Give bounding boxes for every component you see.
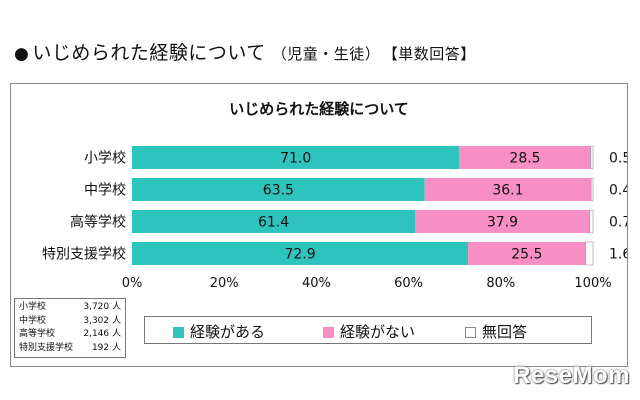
bar-segment xyxy=(424,178,592,201)
sample-size-box: 小学校 3,720 人 中学校 3,302 人 高等学校 2,146 人 特別支援学校… xyxy=(14,298,126,358)
category-label: 小学校 xyxy=(84,150,126,167)
legend-label-no-answer: 無回答 xyxy=(482,323,528,341)
title-main: いじめられた経験について xyxy=(32,42,266,64)
bar-segment xyxy=(590,145,594,170)
sample-row: 小学校 3,720 人 xyxy=(19,301,121,315)
bar-segment xyxy=(585,241,594,266)
legend-label-not-experienced: 経験がない xyxy=(340,323,416,341)
data-label: 61.4 xyxy=(258,215,289,231)
data-label: 71.0 xyxy=(280,151,311,167)
data-label: 1.6 xyxy=(609,247,627,263)
legend-item-experienced: 経験がある xyxy=(173,321,265,342)
legend-swatch-experienced xyxy=(173,327,184,338)
data-label: 0.7 xyxy=(609,215,627,231)
legend-swatch-no-answer xyxy=(465,327,476,338)
legend-swatch-not-experienced xyxy=(323,327,334,338)
bar-segment xyxy=(468,242,586,265)
sample-value: 3,720 人 xyxy=(83,302,121,312)
sample-label: 高等学校 xyxy=(19,329,56,339)
data-label: 63.5 xyxy=(263,183,294,199)
data-label: 37.9 xyxy=(487,215,518,231)
x-tick-label: 100% xyxy=(574,276,611,291)
chart-title: いじめられた経験について xyxy=(229,100,409,118)
title-tag: 【単数回答】 xyxy=(390,45,476,63)
bar-segment xyxy=(459,146,591,169)
data-label: 36.1 xyxy=(492,183,523,199)
title-bullet: ● xyxy=(14,44,30,64)
sample-label: 特別支援学校 xyxy=(19,342,74,353)
x-tick-label: 40% xyxy=(302,276,331,291)
legend-item-no-answer: 無回答 xyxy=(465,321,527,342)
category-label: 特別支援学校 xyxy=(42,246,126,263)
legend-item-not-experienced: 経験がない xyxy=(323,321,415,342)
resemom-logo: ReseMom xyxy=(513,362,630,389)
bar-segment xyxy=(415,210,590,233)
sample-label: 中学校 xyxy=(19,315,47,326)
sample-row: 高等学校 2,146 人 xyxy=(19,328,121,342)
title-sub: （児童・生徒） xyxy=(271,45,381,63)
bar-segment xyxy=(132,210,416,233)
category-label: 中学校 xyxy=(84,182,126,199)
sample-row: 中学校 3,302 人 xyxy=(19,315,121,329)
sample-value: 192 人 xyxy=(91,342,121,353)
sample-value: 2,146 人 xyxy=(83,329,121,339)
x-tick-label: 20% xyxy=(210,276,239,291)
sample-label: 小学校 xyxy=(19,302,47,312)
data-label: 25.5 xyxy=(511,247,542,263)
bar-segment xyxy=(590,177,594,202)
data-label: 0.5 xyxy=(609,151,627,167)
x-tick-label: 0% xyxy=(122,276,143,291)
bar-segment xyxy=(589,209,594,234)
category-label: 高等学校 xyxy=(70,214,126,231)
x-tick-label: 60% xyxy=(394,276,423,291)
data-label: 0.4 xyxy=(609,183,627,199)
chart-legend: 経験がある 経験がない 無回答 xyxy=(144,316,592,344)
x-tick-label: 80% xyxy=(486,276,515,291)
data-label: 28.5 xyxy=(509,151,540,167)
legend-label-experienced: 経験がある xyxy=(190,323,266,341)
bar-segment xyxy=(132,146,460,169)
page-title: ● いじめられた経験について （児童・生徒） 【単数回答】 xyxy=(14,38,476,65)
sample-row: 特別支援学校 192 人 xyxy=(19,342,121,356)
sample-value: 3,302 人 xyxy=(83,315,121,326)
bar-segment xyxy=(132,178,425,201)
data-label: 72.9 xyxy=(284,247,315,263)
bar-segment xyxy=(132,242,469,265)
